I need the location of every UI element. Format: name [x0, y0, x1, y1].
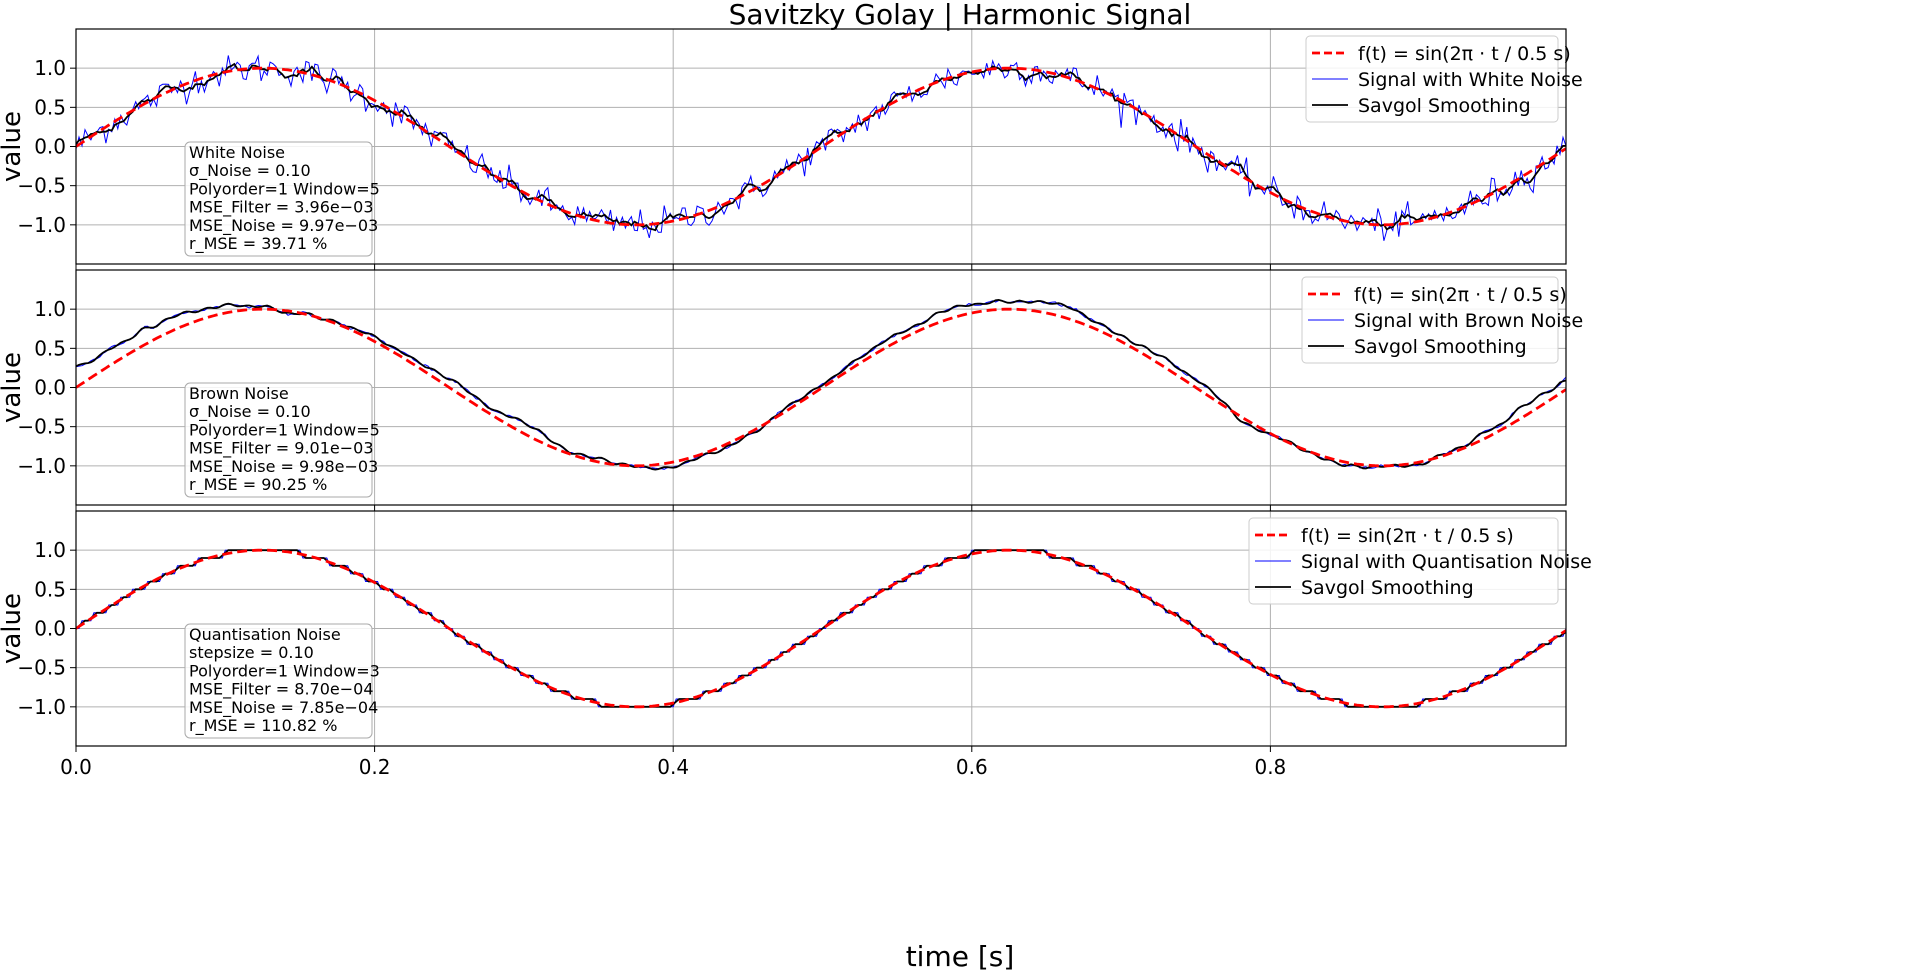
legend-label: f(t) = sin(2π · t / 0.5 s)	[1358, 43, 1571, 65]
y-tick-label: 0.5	[34, 336, 66, 360]
y-tick-label: 0.0	[34, 135, 66, 159]
info-box-line: White Noise	[189, 143, 285, 162]
y-tick-label: −0.5	[17, 415, 66, 439]
legend-label: Signal with Brown Noise	[1354, 310, 1583, 332]
info-box-line: σ_Noise = 0.10	[189, 402, 311, 422]
series-clean-sine	[76, 66, 1566, 227]
x-tick-label: 0.8	[1254, 755, 1286, 779]
y-tick-label: −1.0	[17, 213, 66, 237]
info-box-line: Brown Noise	[189, 384, 289, 403]
info-box-line: r_MSE = 39.71 %	[189, 234, 327, 254]
legend-label: f(t) = sin(2π · t / 0.5 s)	[1354, 284, 1567, 306]
info-box-line: MSE_Noise = 7.85e−04	[189, 698, 378, 718]
info-box-line: σ_Noise = 0.10	[189, 161, 311, 181]
y-tick-label: −1.0	[17, 454, 66, 478]
y-tick-label: 0.5	[34, 577, 66, 601]
y-axis-label: value	[0, 352, 27, 423]
info-box-line: r_MSE = 110.82 %	[189, 716, 338, 736]
legend-label: Savgol Smoothing	[1354, 336, 1527, 358]
y-tick-label: 0.5	[34, 95, 66, 119]
x-tick-label: 0.2	[359, 755, 391, 779]
y-tick-label: −0.5	[17, 656, 66, 680]
subplot-brown: 1.0 0.5 0.0 −0.5 −1.0 value Brown Noiseσ_Noise…	[0, 269, 1583, 511]
y-axis-label: value	[0, 111, 27, 182]
legend: f(t) = sin(2π · t / 0.5 s) Signal with Br…	[1301, 276, 1583, 364]
legend-label: f(t) = sin(2π · t / 0.5 s)	[1301, 525, 1514, 547]
legend: f(t) = sin(2π · t / 0.5 s) Signal with Wh…	[1305, 35, 1583, 123]
info-box-line: MSE_Filter = 8.70e−04	[189, 680, 374, 700]
info-box-line: Polyorder=1 Window=3	[189, 661, 380, 680]
chart-title: Savitzky Golay | Harmonic Signal	[729, 0, 1192, 31]
y-tick-label: 1.0	[34, 56, 66, 80]
legend-label: Savgol Smoothing	[1301, 577, 1474, 599]
x-tick-label: 0.0	[60, 755, 92, 779]
info-box-line: Polyorder=1 Window=5	[189, 179, 380, 198]
y-tick-label: −1.0	[17, 695, 66, 719]
axes-frame	[75, 28, 1567, 265]
info-box-line: stepsize = 0.10	[189, 643, 314, 662]
y-axis-label: value	[0, 593, 27, 664]
plot-area	[76, 298, 1566, 471]
series-clean-sine	[76, 548, 1566, 709]
series-savgol-smoothing	[76, 62, 1566, 232]
series-savgol-smoothing	[76, 298, 1566, 471]
x-tick-label: 0.6	[956, 755, 988, 779]
legend-label: Signal with White Noise	[1358, 69, 1583, 91]
info-box-line: MSE_Filter = 9.01e−03	[189, 439, 374, 459]
plot-area	[76, 54, 1566, 241]
legend-label: Signal with Quantisation Noise	[1301, 551, 1592, 573]
info-box-line: MSE_Filter = 3.96e−03	[189, 198, 374, 218]
info-box-line: Polyorder=1 Window=5	[189, 420, 380, 439]
x-tick-label: 0.4	[657, 755, 689, 779]
y-tick-label: 1.0	[34, 538, 66, 562]
info-box-line: Quantisation Noise	[189, 625, 341, 644]
info-box-line: r_MSE = 90.25 %	[189, 475, 327, 495]
legend-label: Savgol Smoothing	[1358, 95, 1531, 117]
plot-area	[76, 548, 1566, 709]
info-box-line: MSE_Noise = 9.98e−03	[189, 457, 378, 477]
y-tick-label: −0.5	[17, 174, 66, 198]
series-clean-sine	[76, 307, 1566, 468]
y-tick-label: 0.0	[34, 617, 66, 641]
y-tick-label: 1.0	[34, 297, 66, 321]
axes-frame	[75, 510, 1567, 747]
series-noisy-signal	[76, 54, 1566, 241]
x-axis-label: time [s]	[906, 940, 1015, 973]
legend: f(t) = sin(2π · t / 0.5 s) Signal with Qu…	[1248, 517, 1592, 605]
subplot-white: 1.0 0.5 0.0 −0.5 −1.0 value White Noiseσ_Noise…	[0, 28, 1583, 270]
y-tick-label: 0.0	[34, 376, 66, 400]
subplot-quantisation: 1.0 0.5 0.0 −0.5 −1.0 0.0 0.2 0.4 0.6 0.8 value Qua…	[0, 510, 1592, 779]
info-box-line: MSE_Noise = 9.97e−03	[189, 216, 378, 236]
axes-frame	[75, 269, 1567, 506]
